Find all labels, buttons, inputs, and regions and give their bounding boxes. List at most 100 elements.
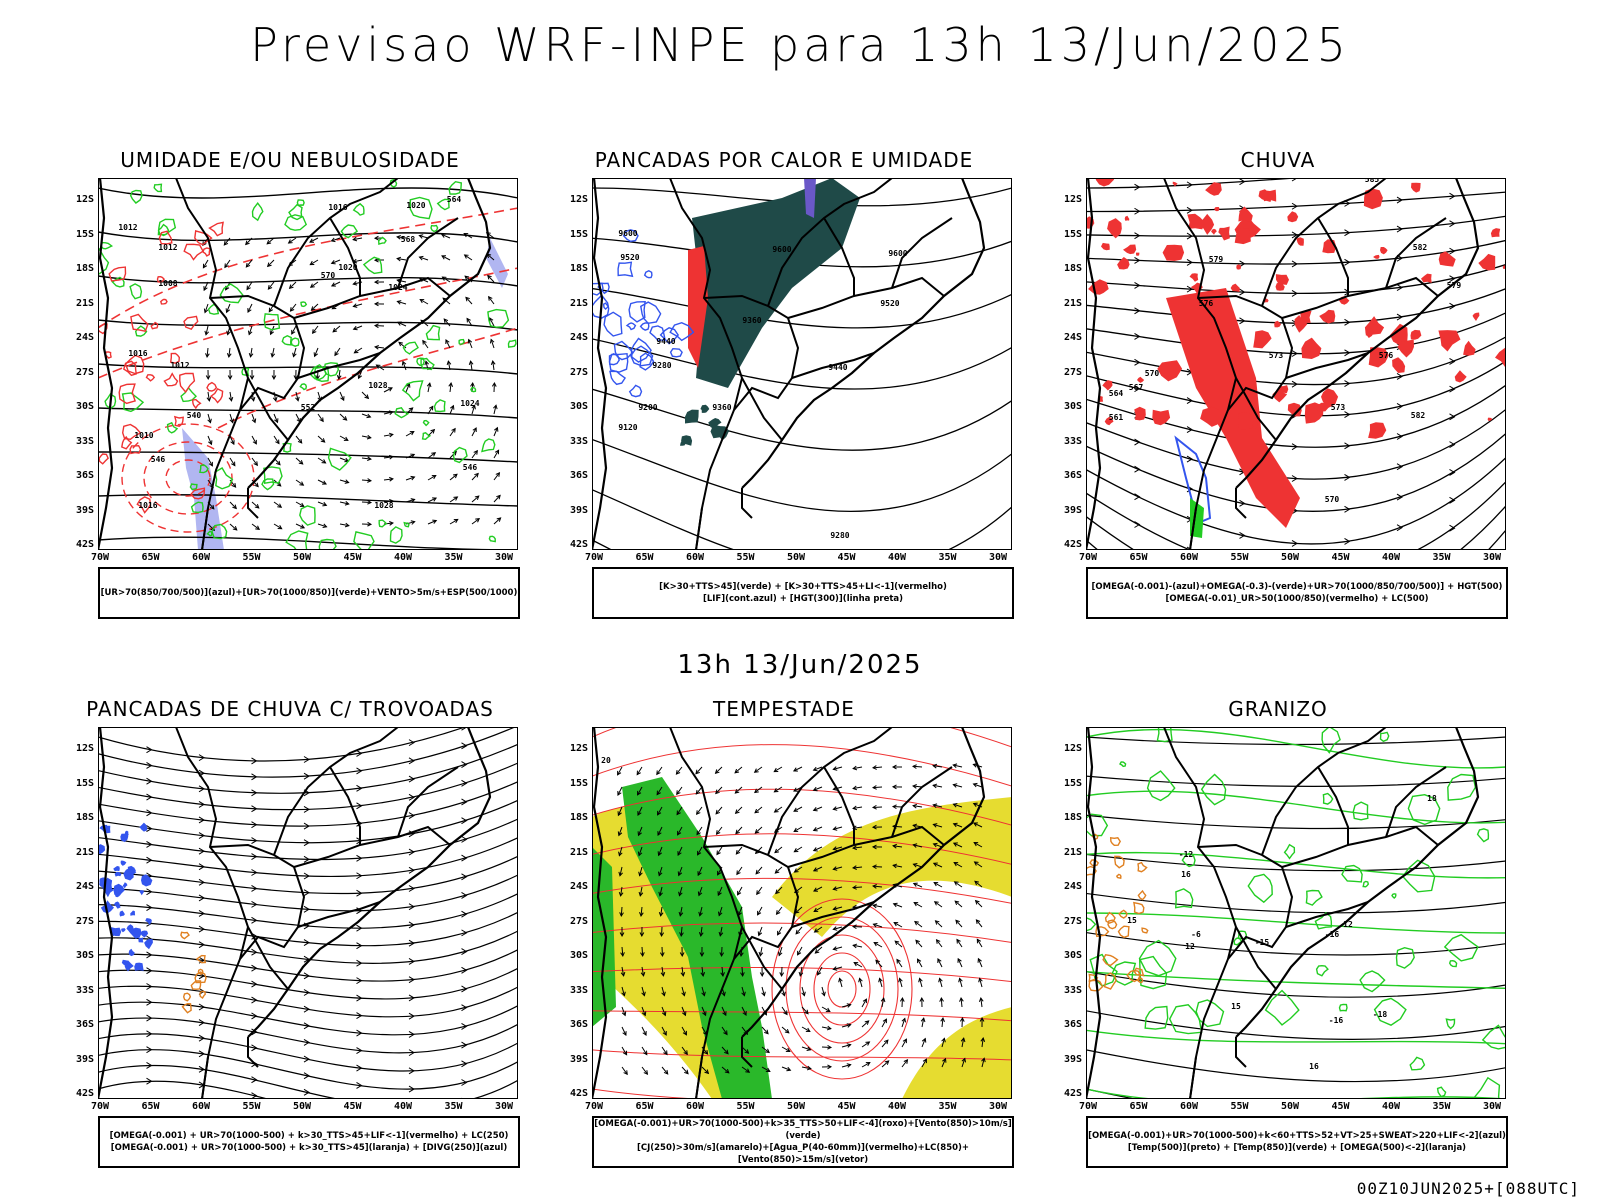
contour-label: 570 bbox=[1145, 369, 1160, 378]
lon-tick-label: 55W bbox=[736, 552, 755, 563]
contour-label: 9120 bbox=[618, 423, 637, 432]
lon-tick-label: 50W bbox=[292, 1101, 312, 1112]
lat-tick-label: 24S bbox=[1063, 332, 1082, 343]
contour-label: 567 bbox=[1129, 383, 1144, 392]
lon-tick-label: 65W bbox=[1129, 552, 1148, 563]
lat-tick-label: 30S bbox=[1063, 950, 1082, 961]
lat-tick-label: 24S bbox=[569, 881, 588, 892]
map-svg bbox=[98, 727, 518, 1099]
map-svg: 20 bbox=[592, 727, 1012, 1099]
lon-tick-label: 55W bbox=[1230, 552, 1249, 563]
lon-tick-label: 30W bbox=[494, 552, 514, 563]
lon-tick-label: 50W bbox=[1280, 1101, 1300, 1112]
lat-tick-label: 36S bbox=[1063, 1019, 1082, 1030]
map-svg: 1016 1020 1012 1012 1008 1020 1024 1016 1012 1028… bbox=[98, 178, 518, 550]
contour-label: 16 bbox=[1181, 870, 1191, 879]
legend-box: [OMEGA(-0.001) + UR>70(1000-500) + k>30_… bbox=[98, 1116, 520, 1168]
lon-tick-label: 30W bbox=[1482, 1101, 1502, 1112]
lat-tick-label: 21S bbox=[75, 297, 94, 309]
lat-tick-label: 15S bbox=[569, 777, 588, 789]
map-svg: 5855825795765735705675645615735705825765… bbox=[1086, 178, 1506, 550]
panel-title: PANCADAS POR CALOR E UMIDADE bbox=[594, 148, 974, 172]
contour-label: 9280 bbox=[652, 361, 671, 370]
contour-label: -18 bbox=[1373, 1010, 1388, 1019]
legend-line: [Temp(500)](preto) + [Temp(850)](verde) … bbox=[1127, 1143, 1467, 1153]
contour-label: 9200 bbox=[638, 403, 657, 412]
contour-label: 564 bbox=[447, 195, 462, 204]
lat-tick-label: 24S bbox=[569, 332, 588, 343]
lat-tick-label: 12S bbox=[1063, 194, 1082, 205]
contour-label: 12 bbox=[1343, 920, 1353, 929]
panel-title: TEMPESTADE bbox=[713, 697, 855, 721]
contour-label: 546 bbox=[151, 455, 166, 464]
lat-tick-label: 36S bbox=[75, 1019, 94, 1030]
lat-tick-label: 42S bbox=[75, 539, 94, 550]
lon-tick-label: 45W bbox=[343, 552, 362, 563]
lat-tick-label: 30S bbox=[569, 401, 588, 412]
legend-line: [OMEGA(-0.001) + UR>70(1000-500) + k>30_… bbox=[109, 1131, 509, 1141]
lat-tick-label: 27S bbox=[569, 366, 588, 378]
contour-label: 9520 bbox=[620, 253, 639, 262]
map-area bbox=[98, 727, 518, 1099]
lat-tick-label: 15S bbox=[1063, 228, 1082, 240]
lat-tick-label: 21S bbox=[569, 846, 588, 858]
lon-tick-label: 65W bbox=[635, 1101, 654, 1112]
lon-tick-label: 40W bbox=[887, 552, 907, 563]
panel-chuva: CHUVA 12S 15S 18S 21S 24S 27S 30S 33S 36S 39S 42S 70… bbox=[1048, 148, 1508, 619]
lat-tick-label: 33S bbox=[569, 435, 588, 447]
map-area: 20 bbox=[592, 727, 1012, 1099]
lon-tick-label: 50W bbox=[292, 552, 312, 563]
contour-label: 1016 bbox=[328, 203, 347, 212]
lat-tick-label: 39S bbox=[569, 1053, 588, 1065]
lat-tick-label: 36S bbox=[569, 1019, 588, 1030]
lon-tick-label: 40W bbox=[393, 552, 413, 563]
lat-tick-label: 30S bbox=[75, 401, 94, 412]
lat-tick-label: 30S bbox=[569, 950, 588, 961]
lat-tick-label: 39S bbox=[569, 504, 588, 516]
map-area: 1016 1020 1012 1012 1008 1020 1024 1016 1012 1028… bbox=[98, 178, 518, 550]
lon-tick-label: 30W bbox=[494, 1101, 514, 1112]
lon-tick-label: 45W bbox=[837, 552, 856, 563]
lat-tick-label: 12S bbox=[1063, 743, 1082, 754]
lon-tick-label: 35W bbox=[1432, 1101, 1451, 1112]
lon-tick-label: 35W bbox=[1432, 552, 1451, 563]
legend-line: [LIF](cont.azul) + [HGT(300)](linha pret… bbox=[702, 594, 904, 604]
contour-label: 1028 bbox=[368, 381, 387, 390]
lon-tick-label: 65W bbox=[1129, 1101, 1148, 1112]
lat-tick-label: 27S bbox=[1063, 366, 1082, 378]
lat-tick-label: 15S bbox=[569, 228, 588, 240]
lat-tick-label: 12S bbox=[569, 743, 588, 754]
contour-label: 9600 bbox=[772, 245, 791, 254]
lat-tick-label: 33S bbox=[75, 435, 94, 447]
lat-tick-label: 39S bbox=[75, 1053, 94, 1065]
lon-tick-label: 70W bbox=[584, 1101, 604, 1112]
lat-tick-label: 36S bbox=[1063, 470, 1082, 481]
lat-tick-label: 15S bbox=[75, 228, 94, 240]
contour-label: 582 bbox=[1411, 411, 1426, 420]
legend-box: [OMEGA(-0.001)+UR>70(1000-500)+k>35_TTS>… bbox=[592, 1116, 1014, 1168]
lat-tick-label: 21S bbox=[1063, 297, 1082, 309]
map-svg: 18 16 15 12 -12 -6 -15 -16 -18 12 15 -16 16 bbox=[1086, 727, 1506, 1099]
lon-tick-label: 40W bbox=[393, 1101, 413, 1112]
contour-label: 15 bbox=[1127, 916, 1137, 925]
contour-label: 1024 bbox=[460, 399, 479, 408]
contour-label: 9360 bbox=[712, 403, 731, 412]
contour-label: 1020 bbox=[338, 263, 357, 272]
panel-pancadas-trovoadas: PANCADAS DE CHUVA C/ TROVOADAS 12S 15S 18S 2… bbox=[60, 697, 520, 1168]
contour-label: 1016 bbox=[138, 501, 157, 510]
contour-label: 12 bbox=[1185, 942, 1195, 951]
panel-granizo: GRANIZO 12S 15S 18S 21S 24S 27S 30S 33S 36S 39S 42S… bbox=[1048, 697, 1508, 1168]
lon-tick-label: 55W bbox=[242, 1101, 261, 1112]
contour-label: 1012 bbox=[118, 223, 137, 232]
lon-tick-label: 70W bbox=[584, 552, 604, 563]
map-area: 585 582 579 576 573 570 567 564 561 573 570 582 576 5… bbox=[1086, 178, 1506, 550]
lon-tick-label: 35W bbox=[444, 1101, 463, 1112]
lat-tick-label: 15S bbox=[1063, 777, 1082, 789]
lon-tick-label: 70W bbox=[1078, 552, 1098, 563]
lat-tick-label: 36S bbox=[569, 470, 588, 481]
legend-line: [OMEGA(-0.001) + UR>70(1000-500) + k>30_… bbox=[110, 1143, 508, 1153]
lat-tick-label: 42S bbox=[75, 1088, 94, 1099]
lon-tick-label: 65W bbox=[635, 552, 654, 563]
lon-tick-label: 45W bbox=[343, 1101, 362, 1112]
lat-tick-label: 24S bbox=[75, 881, 94, 892]
